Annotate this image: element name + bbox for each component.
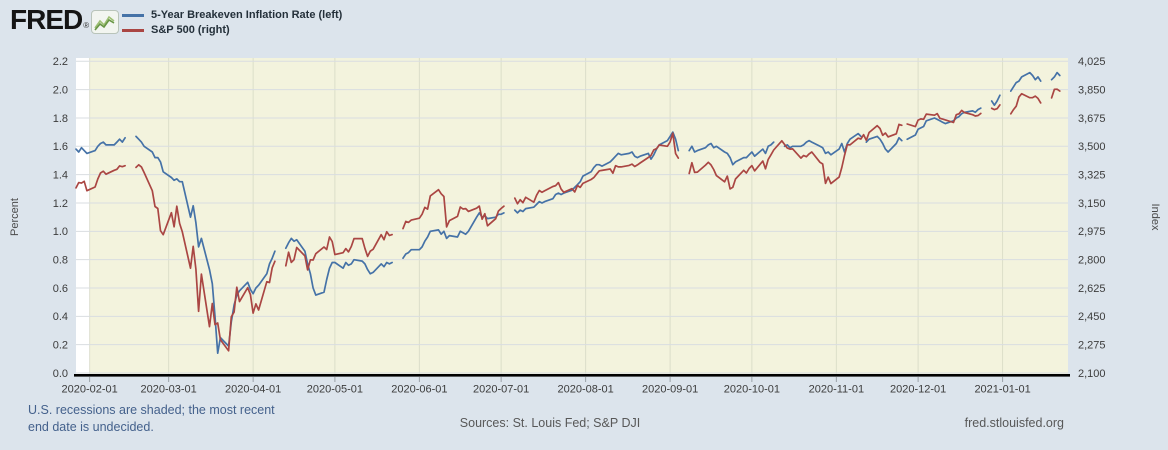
x-tick-label: 2020-03-01 [141, 384, 197, 396]
y-tick-label-left: 1.8 [53, 113, 68, 125]
x-tick-label: 2021-01-01 [974, 384, 1030, 396]
x-tick-label: 2020-06-01 [391, 384, 447, 396]
recession-shading [89, 58, 1069, 374]
y-tick-label-left: 1.2 [53, 198, 68, 210]
y-tick-label-left: 1.0 [53, 226, 68, 238]
x-tick-label: 2020-08-01 [557, 384, 613, 396]
sources-text: Sources: St. Louis Fed; S&P DJI [459, 416, 641, 430]
x-tick-label: 2020-10-01 [724, 384, 780, 396]
x-tick-label: 2020-12-01 [890, 384, 946, 396]
y-tick-label-right: 3,850 [1078, 84, 1106, 96]
y-tick-label-right: 3,675 [1078, 113, 1106, 125]
y-tick-label-right: 2,975 [1078, 226, 1106, 238]
series-line-breakeven [75, 71, 1061, 355]
legend-item-sp500: S&P 500 (right) [122, 24, 342, 36]
y-tick-label-right: 2,450 [1078, 311, 1106, 323]
fred-logo-text: FRED [10, 4, 83, 35]
y-tick-label-right: 4,025 [1078, 56, 1106, 68]
fred-logo: FRED ® [10, 4, 120, 35]
legend-label-breakeven: 5-Year Breakeven Inflation Rate (left) [151, 9, 343, 21]
registered-mark: ® [83, 21, 90, 30]
left-axis-title: Percent [9, 198, 21, 236]
y-tick-label-right: 2,625 [1078, 283, 1106, 295]
site-url: fred.stlouisfed.org [964, 416, 1064, 430]
y-tick-label-right: 3,500 [1078, 141, 1106, 153]
y-tick-label-left: 1.4 [53, 169, 68, 181]
x-axis-line [74, 374, 1070, 377]
recession-note: U.S. recessions are shaded; the most rec… [28, 402, 275, 436]
y-tick-label-left: 1.6 [53, 141, 68, 153]
legend-swatch-sp500 [122, 28, 144, 32]
y-tick-label-left: 0.6 [53, 283, 68, 295]
y-tick-label-left: 0.8 [53, 254, 68, 266]
series-line-sp500 [75, 88, 1061, 352]
y-tick-label-right: 3,150 [1078, 198, 1106, 210]
legend-item-breakeven: 5-Year Breakeven Inflation Rate (left) [122, 9, 342, 21]
sparkline-icon [91, 10, 120, 34]
right-axis-title: Index [1149, 203, 1161, 231]
x-tick-label: 2020-07-01 [473, 384, 529, 396]
legend-swatch-breakeven [122, 13, 144, 17]
x-tick-label: 2020-04-01 [225, 384, 281, 396]
y-tick-label-right: 2,800 [1078, 254, 1106, 266]
y-tick-label-left: 2.0 [53, 84, 68, 96]
y-tick-label-left: 0.0 [53, 368, 68, 380]
legend-label-sp500: S&P 500 (right) [151, 24, 230, 36]
x-tick-label: 2020-02-01 [61, 384, 117, 396]
x-tick-label: 2020-09-01 [642, 384, 698, 396]
recession-note-line2: end date is undecided. [28, 420, 154, 434]
y-tick-label-right: 2,100 [1078, 368, 1106, 380]
y-tick-label-right: 2,275 [1078, 339, 1106, 351]
y-tick-label-left: 0.2 [53, 339, 68, 351]
recession-note-line1: U.S. recessions are shaded; the most rec… [28, 403, 275, 417]
y-tick-label-left: 0.4 [53, 311, 68, 323]
x-tick-label: 2020-11-01 [809, 384, 864, 396]
y-tick-label-right: 3,325 [1078, 169, 1106, 181]
legend: 5-Year Breakeven Inflation Rate (left) S… [122, 9, 342, 39]
y-tick-label-left: 2.2 [53, 56, 68, 68]
x-tick-label: 2020-05-01 [307, 384, 363, 396]
